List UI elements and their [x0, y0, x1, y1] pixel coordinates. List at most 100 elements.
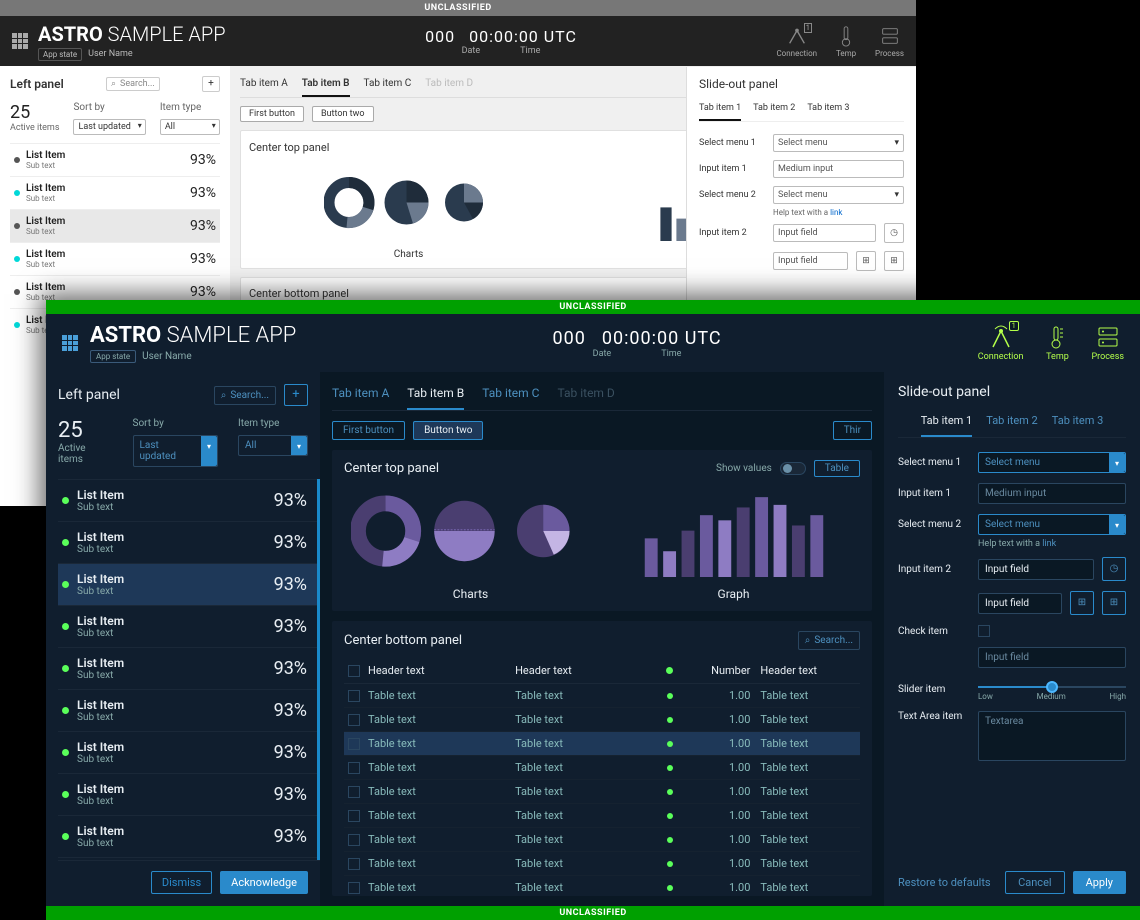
slideout-tab-2[interactable]: Tab item 2	[753, 103, 795, 121]
sort-select[interactable]: Last updated▾	[133, 435, 218, 467]
bottom-panel-title: Center bottom panel	[249, 287, 349, 300]
restore-link[interactable]: Restore to defaults	[898, 876, 991, 889]
grid-icon[interactable]: ⊞	[856, 251, 876, 271]
add-button[interactable]: +	[202, 76, 220, 92]
table-row[interactable]: Table text Table text 1.00 Table text	[344, 780, 860, 804]
app-header: ASTRO SAMPLE APP App state User Name 000…	[0, 16, 916, 66]
select-menu-2[interactable]: Select menu	[773, 186, 904, 204]
status-dot-icon	[14, 157, 20, 163]
status-dot-icon	[62, 707, 69, 714]
select-menu-1[interactable]: Select menu▾	[978, 452, 1126, 473]
textarea[interactable]: Textarea	[978, 711, 1126, 761]
input-2a[interactable]: Input field	[773, 224, 876, 242]
tab-b[interactable]: Tab item B	[407, 382, 464, 410]
help-link[interactable]: link	[830, 208, 842, 217]
tab-c[interactable]: Tab item C	[482, 382, 539, 410]
grid-icon-2[interactable]: ⊞	[1102, 591, 1126, 615]
list-item[interactable]: List ItemSub text 93%	[10, 242, 220, 275]
tab-a[interactable]: Tab item A	[332, 382, 389, 410]
dismiss-button[interactable]: Dismiss	[151, 871, 212, 894]
dark-theme-app: UNCLASSIFIED ASTRO SAMPLE APP App state …	[46, 300, 1140, 920]
row-checkbox[interactable]	[348, 690, 360, 702]
slideout-tab-3[interactable]: Tab item 3	[1052, 414, 1104, 437]
select-menu-1[interactable]: Select menu	[773, 134, 904, 152]
apps-icon[interactable]	[62, 335, 78, 351]
search-icon: ⌕	[111, 79, 116, 89]
input-3[interactable]: Input field	[978, 647, 1126, 668]
clock-icon[interactable]: ◷	[1102, 557, 1126, 581]
tab-c[interactable]: Tab item C	[364, 74, 412, 97]
table-button[interactable]: Table	[814, 460, 860, 477]
sort-select[interactable]: Last updated	[73, 119, 145, 135]
list-item[interactable]: List ItemSub text 93%	[58, 563, 317, 605]
table-row[interactable]: Table text Table text 1.00 Table text	[344, 828, 860, 852]
row-checkbox[interactable]	[348, 858, 360, 870]
list-item[interactable]: List ItemSub text 93%	[10, 209, 220, 242]
search-input[interactable]: ⌕Search...	[106, 77, 160, 91]
table-row[interactable]: Table text Table text 1.00 Table text	[344, 804, 860, 828]
row-checkbox[interactable]	[348, 834, 360, 846]
input-2a[interactable]: Input field	[978, 559, 1094, 580]
center-bottom-panel: Center bottom panel ⌕Search... Header te…	[332, 621, 872, 896]
slideout-tab-1[interactable]: Tab item 1	[921, 414, 973, 437]
slideout-tab-2[interactable]: Tab item 2	[986, 414, 1038, 437]
list-item[interactable]: List ItemSub text 93%	[58, 773, 317, 815]
list-item[interactable]: List ItemSub text 93%	[10, 143, 220, 176]
row-checkbox[interactable]	[348, 762, 360, 774]
apply-button[interactable]: Apply	[1073, 871, 1126, 894]
list-item[interactable]: List ItemSub text 93%	[58, 647, 317, 689]
list-item[interactable]: List ItemSub text 93%	[58, 689, 317, 731]
first-button[interactable]: First button	[240, 106, 304, 122]
table-row[interactable]: Table text Table text 1.00 Table text	[344, 852, 860, 876]
slideout-tab-1[interactable]: Tab item 1	[699, 103, 741, 121]
check-item[interactable]	[978, 625, 990, 637]
bottom-search[interactable]: ⌕Search...	[798, 631, 860, 650]
select-menu-2[interactable]: Select menu▾	[978, 514, 1126, 535]
table-row[interactable]: Table text Table text 1.00 Table text	[344, 876, 860, 896]
second-button[interactable]: Button two	[312, 106, 374, 122]
table-row[interactable]: Table text Table text 1.00 Table text	[344, 684, 860, 708]
show-values-toggle[interactable]	[780, 462, 806, 475]
input-2b[interactable]: Input field	[978, 593, 1062, 614]
row-checkbox[interactable]	[348, 810, 360, 822]
classification-banner: UNCLASSIFIED	[46, 300, 1140, 314]
search-input[interactable]: ⌕Search...	[214, 386, 276, 405]
select-all-checkbox[interactable]	[348, 665, 360, 677]
acknowledge-button[interactable]: Acknowledge	[220, 871, 308, 894]
tab-a[interactable]: Tab item A	[240, 74, 288, 97]
row-checkbox[interactable]	[348, 738, 360, 750]
tab-b[interactable]: Tab item B	[302, 74, 350, 97]
list-item[interactable]: List ItemSub text 93%	[10, 176, 220, 209]
table-row[interactable]: Table text Table text 1.00 Table text	[344, 708, 860, 732]
cancel-button[interactable]: Cancel	[1005, 871, 1064, 894]
first-button[interactable]: First button	[332, 421, 405, 440]
slider[interactable]: LowMediumHigh	[978, 678, 1126, 701]
type-select[interactable]: All▾	[238, 435, 308, 456]
list-item[interactable]: List ItemSub text 93%	[58, 605, 317, 647]
grid-icon-2[interactable]: ⊞	[884, 251, 904, 271]
center-area: Tab item A Tab item B Tab item C Tab ite…	[320, 372, 884, 906]
slideout-tab-3[interactable]: Tab item 3	[807, 103, 849, 121]
clock-icon[interactable]: ◷	[884, 223, 904, 243]
list-item[interactable]: List ItemSub text 93%	[58, 815, 317, 857]
list-item[interactable]: List ItemSub text 93%	[58, 731, 317, 773]
list-item[interactable]: List ItemSub text 93%	[58, 521, 317, 563]
row-checkbox[interactable]	[348, 714, 360, 726]
type-select[interactable]: All	[160, 119, 220, 135]
thermometer-icon	[835, 25, 857, 47]
second-button[interactable]: Button two	[413, 421, 483, 440]
table-row[interactable]: Table text Table text 1.00 Table text	[344, 756, 860, 780]
input-2b[interactable]: Input field	[773, 252, 848, 270]
row-checkbox[interactable]	[348, 786, 360, 798]
add-button[interactable]: +	[284, 384, 308, 406]
table-row[interactable]: Table text Table text 1.00 Table text	[344, 732, 860, 756]
help-link[interactable]: link	[1042, 539, 1056, 549]
row-checkbox[interactable]	[348, 882, 360, 894]
input-1[interactable]: Medium input	[773, 160, 904, 178]
status-dot-icon	[14, 289, 20, 295]
list-item[interactable]: List ItemSub text 93%	[58, 479, 317, 521]
grid-icon[interactable]: ⊞	[1070, 591, 1094, 615]
apps-icon[interactable]	[12, 33, 28, 49]
third-button[interactable]: Thir	[833, 421, 872, 440]
input-1[interactable]: Medium input	[978, 483, 1126, 504]
